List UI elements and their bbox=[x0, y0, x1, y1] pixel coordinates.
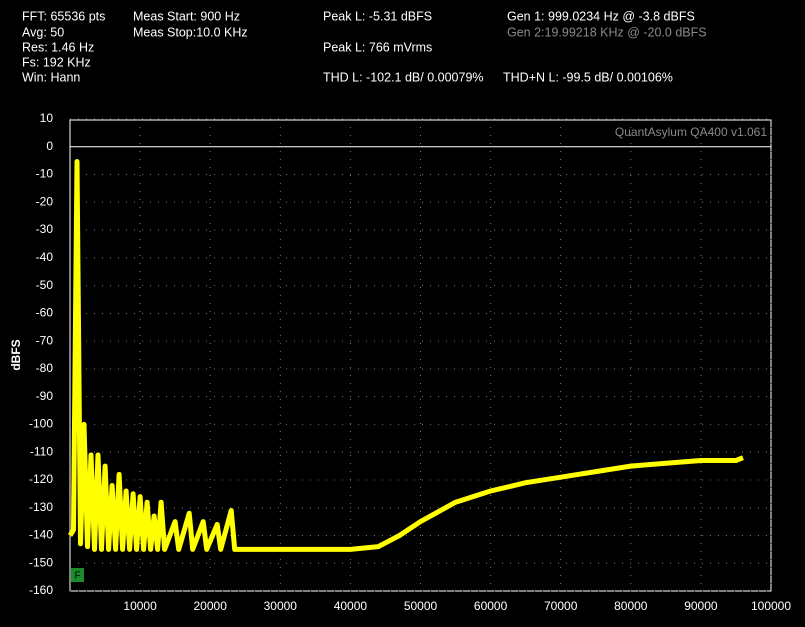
badge-box bbox=[71, 568, 84, 582]
y-tick-label: -160 bbox=[29, 583, 53, 597]
readout: Win: Hann bbox=[22, 70, 80, 84]
y-tick-label: 10 bbox=[40, 111, 54, 125]
readout: THD+N L: -99.5 dB/ 0.00106% bbox=[503, 70, 673, 84]
readout: Meas Stop:10.0 KHz bbox=[133, 25, 248, 39]
y-tick-label: -110 bbox=[30, 444, 53, 458]
x-tick-label: 50000 bbox=[404, 599, 438, 613]
y-tick-label: -40 bbox=[36, 250, 54, 264]
y-tick-label: 0 bbox=[46, 139, 53, 153]
y-tick-label: -90 bbox=[36, 389, 54, 403]
x-tick-label: 40000 bbox=[334, 599, 368, 613]
y-tick-label: -120 bbox=[29, 472, 53, 486]
y-tick-label: -10 bbox=[36, 167, 54, 181]
y-tick-label: -20 bbox=[36, 194, 54, 208]
y-tick-label: -50 bbox=[36, 278, 54, 292]
readout: THD L: -102.1 dB/ 0.00079% bbox=[323, 70, 484, 84]
y-tick-label: -100 bbox=[29, 417, 53, 431]
readout: Meas Start: 900 Hz bbox=[133, 9, 240, 23]
y-tick-label: -140 bbox=[29, 528, 53, 542]
y-axis-label: dBFS bbox=[9, 339, 23, 370]
x-tick-label: 100000 bbox=[751, 599, 791, 613]
y-tick-label: -30 bbox=[36, 222, 54, 236]
plot-layer bbox=[67, 118, 772, 592]
readout: Gen 2:19.99218 KHz @ -20.0 dBFS bbox=[507, 25, 707, 39]
watermark: QuantAsylum QA400 v1.061 bbox=[615, 125, 767, 139]
readout: Fs: 192 KHz bbox=[22, 55, 91, 69]
x-tick-label: 60000 bbox=[474, 599, 508, 613]
readout: Avg: 50 bbox=[22, 25, 64, 39]
x-tick-label: 70000 bbox=[544, 599, 578, 613]
y-tick-label: -130 bbox=[29, 500, 53, 514]
y-tick-label: -80 bbox=[36, 361, 54, 375]
y-tick-label: -60 bbox=[36, 306, 54, 320]
x-tick-label: 80000 bbox=[614, 599, 648, 613]
readout: Peak L: 766 mVrms bbox=[323, 40, 432, 54]
x-tick-label: 30000 bbox=[264, 599, 298, 613]
x-tick-label: 20000 bbox=[194, 599, 228, 613]
readout: Gen 1: 999.0234 Hz @ -3.8 dBFS bbox=[507, 9, 695, 23]
y-tick-label: -150 bbox=[29, 555, 53, 569]
spectrum-line bbox=[67, 159, 744, 552]
x-tick-label: 10000 bbox=[123, 599, 157, 613]
readout: Res: 1.46 Hz bbox=[22, 40, 94, 54]
readout: Peak L: -5.31 dBFS bbox=[323, 9, 432, 23]
badge: F bbox=[74, 571, 80, 582]
readout: FFT: 65536 pts bbox=[22, 9, 105, 23]
x-tick-label: 90000 bbox=[684, 599, 718, 613]
y-tick-label: -70 bbox=[36, 333, 54, 347]
